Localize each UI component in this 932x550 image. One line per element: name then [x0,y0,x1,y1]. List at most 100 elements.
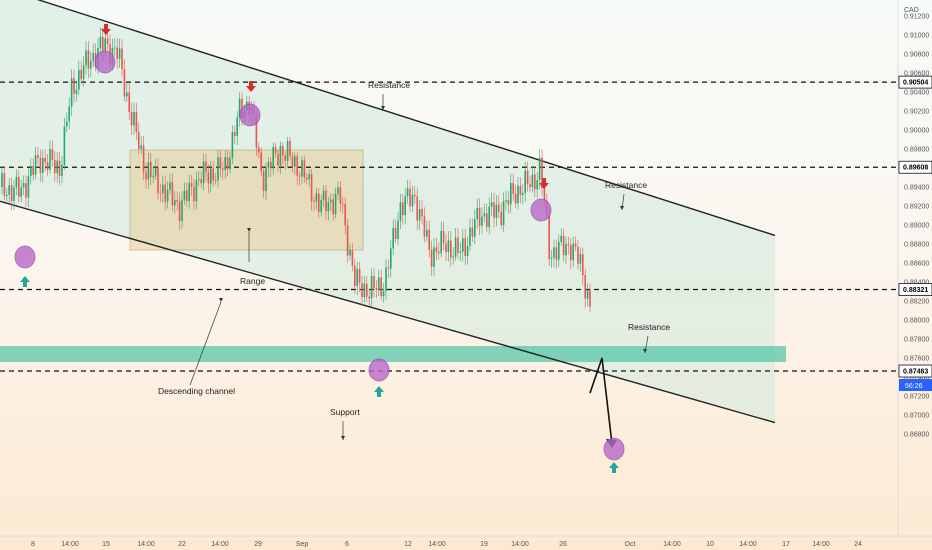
candle-body [577,246,579,264]
candle-238 [572,236,574,268]
candle-207 [498,195,500,219]
candle-body [380,277,382,297]
y-tick-label: 0.90200 [904,109,929,116]
candle-111 [267,156,270,178]
candle-160 [385,259,387,300]
candle-94 [226,150,229,177]
candle-20 [49,140,51,174]
candle-82 [198,171,200,186]
candle-body [262,171,265,192]
candle-70 [169,173,171,195]
candle-body [534,174,536,190]
candle-92 [222,161,224,180]
candle-59 [142,136,145,180]
candle-body [140,145,142,149]
candle-body [123,69,126,97]
x-tick-label: 10 [706,541,714,548]
candle-76 [183,182,186,205]
candle-239 [574,236,577,252]
x-tick-label: 14:00 [137,541,155,548]
candle-body [478,207,481,226]
candle-body [78,69,80,90]
candle-body [354,265,356,286]
candle-49 [118,38,121,69]
candle-body [502,201,505,226]
candle-body [490,202,493,207]
candle-24 [58,151,61,185]
candle-145 [349,243,351,261]
candle-121 [291,152,294,173]
candle-107 [258,142,260,159]
candle-body [85,50,87,66]
candle-1 [3,166,6,201]
candle-31 [75,80,78,102]
candle-body [195,180,198,202]
candle-body [217,157,219,181]
candle-body [87,50,90,69]
candle-86 [207,164,210,193]
candle-124 [298,171,301,186]
candle-204 [490,192,493,216]
candle-body [142,145,145,173]
candle-body [392,227,394,249]
candle-156 [375,280,378,299]
price-tag-label: 0.89608 [903,165,928,172]
candle-body [258,147,260,153]
candle-91 [219,150,222,178]
candle-body [553,247,555,258]
candle-18 [44,149,46,171]
candle-body [162,184,164,194]
candle-body [22,183,25,188]
candle-179 [430,240,433,276]
candle-35 [85,41,87,75]
candle-body [574,243,577,247]
candle-body [428,229,430,250]
candle-197 [474,209,476,245]
candle-63 [152,166,154,184]
candle-body [411,194,414,207]
candle-0 [1,166,3,195]
candle-body [474,219,476,237]
candle-109 [262,166,265,199]
candle-195 [469,218,471,251]
x-tick-label: Oct [625,541,636,548]
candle-60 [145,163,147,189]
x-tick-label: 14:00 [663,541,681,548]
candle-11 [27,168,30,208]
candle-body [433,247,435,267]
candle-75 [181,191,183,229]
candle-61 [147,152,150,189]
candle-body [514,193,517,204]
candle-194 [466,236,469,264]
candle-body [406,188,409,197]
candle-50 [121,38,123,77]
candle-173 [416,187,418,230]
candle-185 [445,234,447,261]
candle-body [334,193,337,215]
candle-body [378,277,380,290]
projection-path [589,357,613,445]
candle-body [370,275,373,299]
candle-216 [519,177,522,204]
candle-body [555,247,558,260]
candle-body [92,52,94,61]
candle-196 [471,218,474,243]
candle-53 [128,82,130,121]
candle-181 [435,237,438,261]
candle-body [339,187,342,204]
candle-148 [356,261,358,296]
down-arrow-icon-2 [539,178,549,189]
candle-body [27,176,30,198]
candle-body [570,245,572,261]
candle-167 [402,193,404,225]
candle-165 [397,212,399,246]
touch-marker-1 [239,103,261,127]
down-arrow-icon-0 [101,24,111,35]
candle-body [90,60,92,69]
up-arrow-icon-0 [20,276,30,287]
candle-body [270,161,272,169]
price-tag-label: 0.90504 [903,80,928,87]
candle-67 [162,175,164,203]
candle-2 [6,187,8,202]
candle-body [462,238,464,252]
